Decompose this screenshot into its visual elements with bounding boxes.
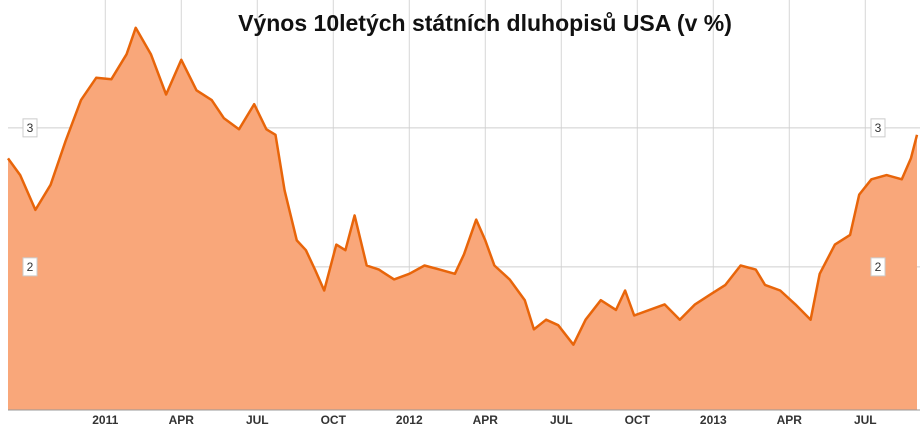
x-tick-label: 2013 <box>700 413 727 427</box>
x-tick-label: APR <box>169 413 195 427</box>
x-tick-label: APR <box>473 413 499 427</box>
y-tick-label: 3 <box>27 121 34 135</box>
plot <box>6 26 919 411</box>
y-tick-box <box>870 257 886 277</box>
axes: 2011 APR JUL OCT 2012 APR JUL OCT 2013 APR JUL 2 2 3 3 <box>8 118 920 427</box>
chart-title: Výnos 10letých státních dluhopisů USA (v… <box>238 10 732 36</box>
y-tick-label: 2 <box>27 260 34 274</box>
y-tick-box <box>22 257 38 277</box>
line <box>6 26 919 346</box>
y-tick-box <box>22 118 38 138</box>
x-tick-label: JUL <box>854 413 877 427</box>
x-tick-label: 2011 <box>92 413 118 427</box>
x-tick-label: OCT <box>321 413 347 427</box>
x-tick-label: 2012 <box>396 413 423 427</box>
x-tick-label: JUL <box>246 413 269 427</box>
x-tick-label: OCT <box>625 413 651 427</box>
y-tick-box <box>870 118 886 138</box>
area <box>8 27 917 411</box>
y-tick-label: 2 <box>875 260 882 274</box>
x-tick-label: JUL <box>550 413 573 427</box>
y-tick-label: 3 <box>875 121 882 135</box>
x-tick-label: APR <box>777 413 803 427</box>
